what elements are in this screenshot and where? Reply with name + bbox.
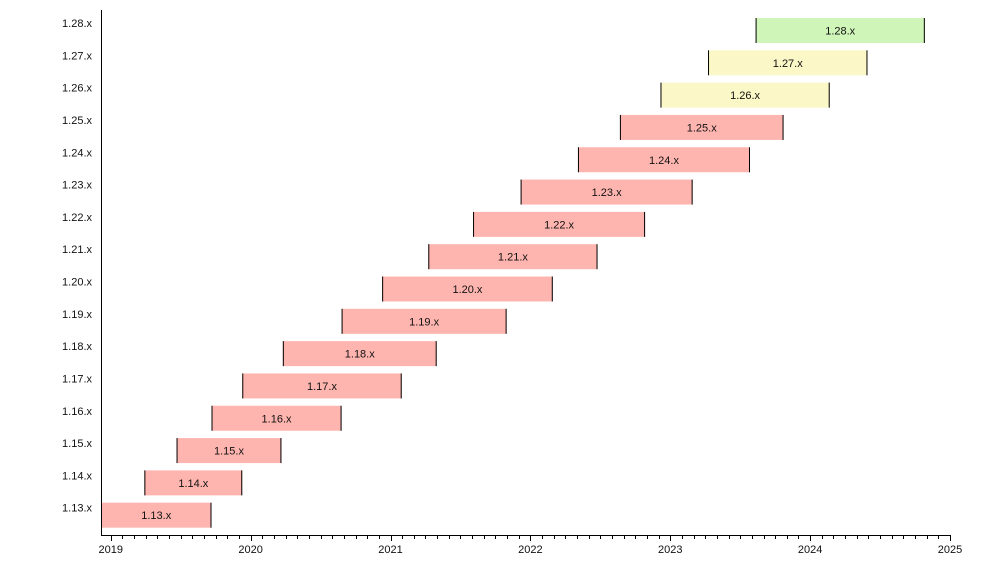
y-tick-label: 1.19.x (62, 309, 92, 321)
bar-label: 1.25.x (687, 122, 717, 134)
bar-1-27-x: 1.27.x (708, 50, 868, 76)
bar-label: 1.21.x (498, 252, 528, 264)
bar-1-18-x: 1.18.x (282, 341, 437, 367)
bar-label: 1.19.x (409, 316, 439, 328)
bar-1-23-x: 1.23.x (520, 179, 693, 205)
y-tick-label: 1.13.x (62, 503, 92, 515)
bar-rect (242, 373, 402, 399)
bar-rect (708, 50, 868, 76)
bar-rect (473, 211, 646, 237)
bar-label: 1.20.x (452, 284, 482, 296)
bar-rect (520, 179, 693, 205)
bar-label: 1.28.x (825, 26, 855, 38)
bar-rect (428, 244, 598, 270)
y-tick-label: 1.28.x (62, 18, 92, 30)
bar-label: 1.26.x (730, 90, 760, 102)
y-tick-label: 1.15.x (62, 438, 92, 450)
bar-rect (577, 147, 750, 173)
y-tick-label: 1.22.x (62, 212, 92, 224)
x-tick-label: 2023 (658, 544, 682, 556)
y-tick-label: 1.20.x (62, 277, 92, 289)
y-tick-label: 1.23.x (62, 180, 92, 192)
bar-rect (211, 405, 342, 431)
bar-rect (619, 114, 784, 140)
y-tick-label: 1.17.x (62, 373, 92, 385)
bar-1-17-x: 1.17.x (242, 373, 402, 399)
bar-1-28-x: 1.28.x (755, 18, 925, 43)
y-axis: 1.13.x 1.14.x 1.15.x 1.16.x 1.17.x 1.18.x 1.19… (62, 10, 102, 535)
bar-1-15-x: 1.15.x (176, 438, 282, 464)
y-tick-label: 1.14.x (62, 470, 92, 482)
bar-1-22-x: 1.22.x (473, 211, 646, 237)
bar-rect (382, 276, 553, 302)
bar-label: 1.27.x (773, 58, 803, 70)
bar-1-13-x: 1.13.x (101, 502, 212, 528)
bar-label: 1.14.x (178, 478, 208, 490)
bar-rect (755, 18, 925, 43)
bar-1-25-x: 1.25.x (619, 114, 784, 140)
bar-label: 1.23.x (592, 187, 622, 199)
bar-1-14-x: 1.14.x (144, 470, 243, 496)
y-tick-label: 1.25.x (62, 115, 92, 127)
x-tick-label: 2022 (518, 544, 542, 556)
y-tick-label: 1.21.x (62, 244, 92, 256)
bar-label: 1.18.x (345, 349, 375, 361)
bar-1-20-x: 1.20.x (382, 276, 553, 302)
bar-label: 1.17.x (307, 381, 337, 393)
y-tick-label: 1.27.x (62, 50, 92, 62)
bar-label: 1.13.x (141, 510, 171, 522)
bar-label: 1.15.x (214, 446, 244, 458)
bar-label: 1.24.x (649, 155, 679, 167)
bars-layer: 1.13.x 1.14.x 1.15.x 1.16.x 1.17.x 1.18.x 1.19… (101, 18, 925, 528)
x-tick-label: 2021 (378, 544, 402, 556)
x-axis: 2019 2020 2021 2022 2023 2024 2025 (99, 535, 962, 556)
bar-1-24-x: 1.24.x (577, 147, 750, 173)
bar-label: 1.16.x (262, 413, 292, 425)
bar-1-26-x: 1.26.x (660, 82, 830, 108)
x-tick-label: 2019 (99, 544, 123, 556)
bar-1-16-x: 1.16.x (211, 405, 342, 431)
bar-rect (282, 341, 437, 367)
y-tick-label: 1.26.x (62, 83, 92, 95)
y-tick-label: 1.16.x (62, 406, 92, 418)
y-tick-label: 1.18.x (62, 341, 92, 353)
x-tick-label: 2024 (798, 544, 822, 556)
bar-1-19-x: 1.19.x (341, 308, 507, 334)
y-tick-label: 1.24.x (62, 147, 92, 159)
bar-rect (144, 470, 243, 496)
x-tick-label: 2020 (238, 544, 262, 556)
bar-label: 1.22.x (544, 219, 574, 231)
bar-rect (660, 82, 830, 108)
bar-rect (101, 502, 212, 528)
bar-rect (176, 438, 282, 464)
bar-1-21-x: 1.21.x (428, 244, 598, 270)
bar-rect (341, 308, 507, 334)
x-tick-label: 2025 (938, 544, 962, 556)
